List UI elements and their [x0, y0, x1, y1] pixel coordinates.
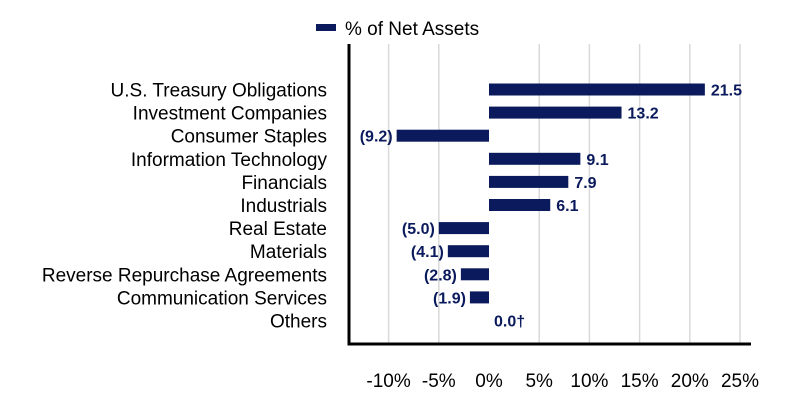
value-label: 0.0†: [494, 314, 525, 331]
bar: [489, 175, 569, 188]
x-tick-label: -10%: [366, 371, 410, 392]
category-label: Others: [270, 312, 327, 333]
x-tick-label: 15%: [621, 371, 659, 392]
category-label: Real Estate: [229, 219, 327, 240]
value-label: (5.0): [402, 221, 435, 238]
value-label: 9.1: [586, 152, 608, 169]
bar: [489, 106, 622, 119]
x-tick-label: -5%: [422, 371, 456, 392]
value-labels: 21.5 13.2 (9.2) 9.1 7.9 6.1 (5.0) (4.1) (2.8) (1.…: [360, 83, 742, 331]
legend-swatch: [316, 24, 336, 31]
legend-label: % of Net Assets: [345, 19, 479, 40]
x-tick-label: 25%: [721, 371, 759, 392]
category-label: Investment Companies: [133, 104, 327, 125]
category-label: Reverse Repurchase Agreements: [42, 265, 327, 286]
category-label: Consumer Staples: [171, 127, 327, 148]
category-label: Industrials: [240, 196, 327, 217]
x-tick-label: 5%: [525, 371, 553, 392]
bar: [447, 245, 489, 258]
category-label: Communication Services: [117, 288, 327, 309]
value-label: (2.8): [424, 267, 457, 284]
axes: [347, 44, 751, 346]
value-label: 21.5: [711, 83, 742, 100]
x-tick-label: 0%: [475, 371, 503, 392]
x-tick-labels: -10% -5% 0% 5% 10% 15% 20% 25%: [366, 371, 759, 392]
value-label: 7.9: [574, 175, 596, 192]
category-label: Information Technology: [131, 150, 328, 171]
bar: [396, 129, 489, 142]
bar: [460, 268, 489, 281]
category-label: U.S. Treasury Obligations: [111, 81, 327, 102]
bar: [489, 83, 705, 96]
value-label: (9.2): [360, 129, 393, 146]
value-label: 6.1: [556, 198, 578, 215]
bar: [469, 291, 489, 304]
x-tick-label: 10%: [570, 371, 608, 392]
value-label: (4.1): [411, 244, 444, 261]
bars: [396, 83, 705, 304]
bar: [438, 222, 489, 235]
x-tick-label: 20%: [671, 371, 709, 392]
legend: % of Net Assets: [316, 19, 479, 40]
category-label: Financials: [241, 173, 327, 194]
bar: [489, 199, 551, 211]
bar: [489, 152, 581, 165]
value-label: (1.9): [433, 290, 466, 307]
category-label: Materials: [250, 242, 327, 263]
value-label: 13.2: [628, 106, 659, 123]
